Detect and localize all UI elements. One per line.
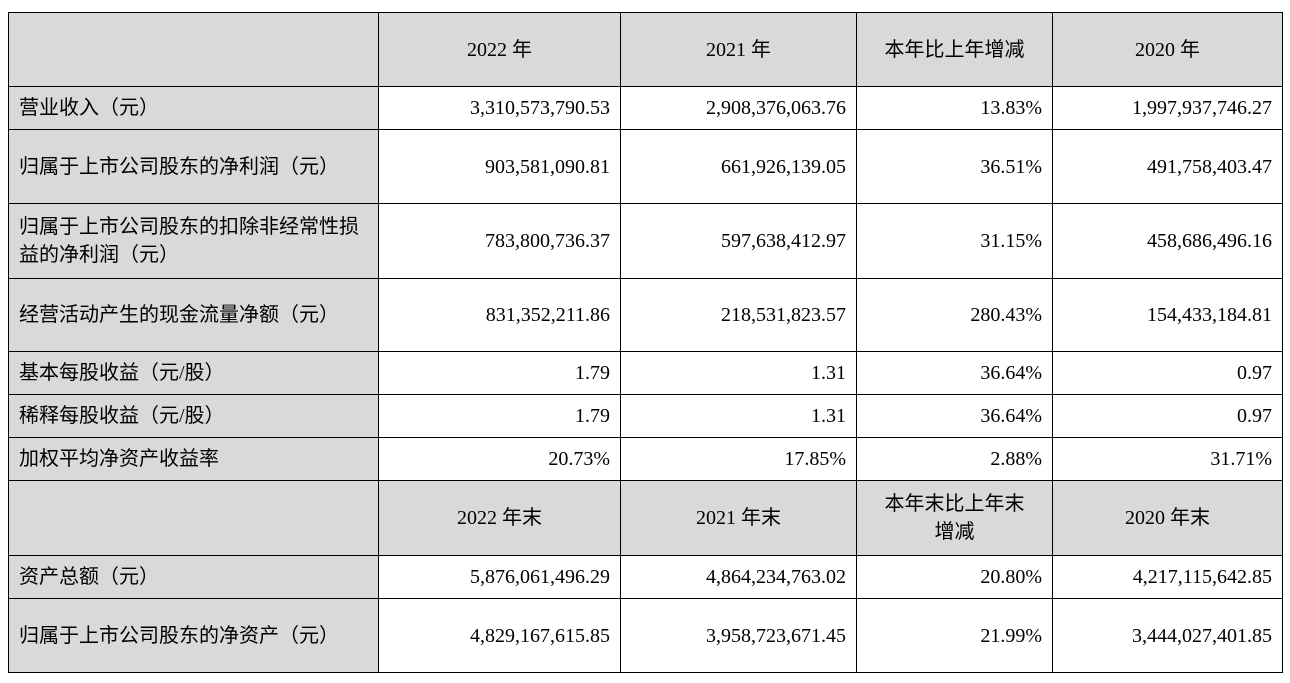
value-2021: 3,958,723,671.45 bbox=[620, 598, 857, 673]
header-change: 本年比上年增减 bbox=[856, 12, 1053, 87]
value-2021: 1.31 bbox=[620, 394, 857, 438]
value-change: 36.64% bbox=[856, 394, 1053, 438]
value-2020: 4,217,115,642.85 bbox=[1052, 555, 1283, 599]
value-2020: 31.71% bbox=[1052, 437, 1283, 481]
row-label: 稀释每股收益（元/股） bbox=[8, 394, 379, 438]
value-2022: 1.79 bbox=[378, 394, 621, 438]
value-2021: 597,638,412.97 bbox=[620, 203, 857, 279]
row-label: 归属于上市公司股东的净资产（元） bbox=[8, 598, 379, 673]
value-change: 280.43% bbox=[856, 278, 1053, 352]
row-label: 加权平均净资产收益率 bbox=[8, 437, 379, 481]
value-2022: 831,352,211.86 bbox=[378, 278, 621, 352]
financial-summary-table: 2022 年 2021 年 本年比上年增减 2020 年 营业收入（元） 3,3… bbox=[8, 12, 1283, 673]
row-label: 基本每股收益（元/股） bbox=[8, 351, 379, 395]
header-2021: 2021 年 bbox=[620, 12, 857, 87]
table-row: 归属于上市公司股东的扣除非经常性损益的净利润（元） 783,800,736.37… bbox=[8, 203, 1283, 279]
value-2021: 1.31 bbox=[620, 351, 857, 395]
value-2022: 1.79 bbox=[378, 351, 621, 395]
value-2020: 3,444,027,401.85 bbox=[1052, 598, 1283, 673]
header-row-year-end: 2022 年末 2021 年末 本年末比上年末增减 2020 年末 bbox=[8, 480, 1283, 556]
table-row: 加权平均净资产收益率 20.73% 17.85% 2.88% 31.71% bbox=[8, 437, 1283, 481]
row-label: 营业收入（元） bbox=[8, 86, 379, 130]
header-change-end: 本年末比上年末增减 bbox=[856, 480, 1053, 556]
value-2022: 4,829,167,615.85 bbox=[378, 598, 621, 673]
table-row: 稀释每股收益（元/股） 1.79 1.31 36.64% 0.97 bbox=[8, 394, 1283, 438]
table-row: 经营活动产生的现金流量净额（元） 831,352,211.86 218,531,… bbox=[8, 278, 1283, 352]
value-2020: 491,758,403.47 bbox=[1052, 129, 1283, 204]
header-row: 2022 年 2021 年 本年比上年增减 2020 年 bbox=[8, 12, 1283, 87]
value-change: 31.15% bbox=[856, 203, 1053, 279]
header-2022-end: 2022 年末 bbox=[378, 480, 621, 556]
value-change: 21.99% bbox=[856, 598, 1053, 673]
header-2020: 2020 年 bbox=[1052, 12, 1283, 87]
header-corner bbox=[8, 480, 379, 556]
value-2022: 20.73% bbox=[378, 437, 621, 481]
table-row: 资产总额（元） 5,876,061,496.29 4,864,234,763.0… bbox=[8, 555, 1283, 599]
value-2022: 5,876,061,496.29 bbox=[378, 555, 621, 599]
value-2020: 458,686,496.16 bbox=[1052, 203, 1283, 279]
value-change: 2.88% bbox=[856, 437, 1053, 481]
value-2022: 903,581,090.81 bbox=[378, 129, 621, 204]
value-2022: 3,310,573,790.53 bbox=[378, 86, 621, 130]
value-2020: 0.97 bbox=[1052, 394, 1283, 438]
table-row: 归属于上市公司股东的净资产（元） 4,829,167,615.85 3,958,… bbox=[8, 598, 1283, 673]
value-2021: 4,864,234,763.02 bbox=[620, 555, 857, 599]
value-2021: 218,531,823.57 bbox=[620, 278, 857, 352]
row-label: 归属于上市公司股东的净利润（元） bbox=[8, 129, 379, 204]
value-2020: 1,997,937,746.27 bbox=[1052, 86, 1283, 130]
value-change: 20.80% bbox=[856, 555, 1053, 599]
value-2020: 154,433,184.81 bbox=[1052, 278, 1283, 352]
table-row: 归属于上市公司股东的净利润（元） 903,581,090.81 661,926,… bbox=[8, 129, 1283, 204]
value-2020: 0.97 bbox=[1052, 351, 1283, 395]
row-label: 经营活动产生的现金流量净额（元） bbox=[8, 278, 379, 352]
row-label: 归属于上市公司股东的扣除非经常性损益的净利润（元） bbox=[8, 203, 379, 279]
header-2021-end: 2021 年末 bbox=[620, 480, 857, 556]
value-2021: 17.85% bbox=[620, 437, 857, 481]
row-label: 资产总额（元） bbox=[8, 555, 379, 599]
header-2022: 2022 年 bbox=[378, 12, 621, 87]
table-row: 基本每股收益（元/股） 1.79 1.31 36.64% 0.97 bbox=[8, 351, 1283, 395]
header-corner bbox=[8, 12, 379, 87]
value-change: 36.51% bbox=[856, 129, 1053, 204]
header-2020-end: 2020 年末 bbox=[1052, 480, 1283, 556]
value-2022: 783,800,736.37 bbox=[378, 203, 621, 279]
table-row: 营业收入（元） 3,310,573,790.53 2,908,376,063.7… bbox=[8, 86, 1283, 130]
value-2021: 661,926,139.05 bbox=[620, 129, 857, 204]
value-change: 36.64% bbox=[856, 351, 1053, 395]
value-2021: 2,908,376,063.76 bbox=[620, 86, 857, 130]
value-change: 13.83% bbox=[856, 86, 1053, 130]
